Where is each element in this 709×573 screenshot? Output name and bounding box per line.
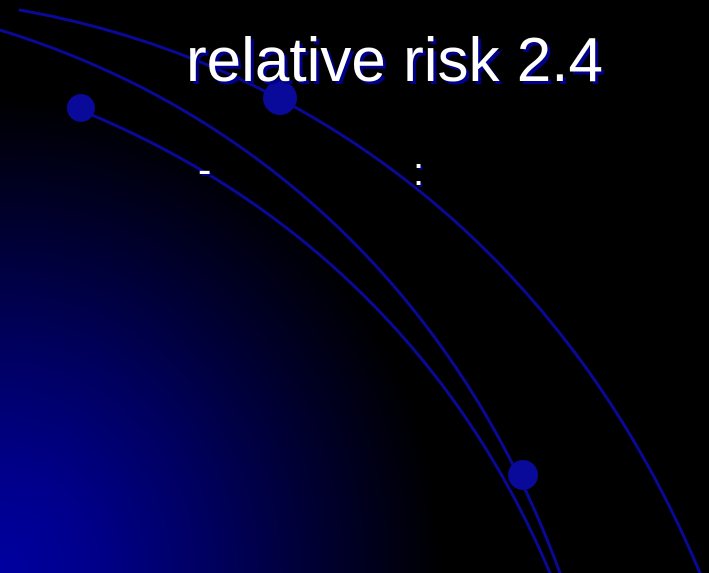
arc-middle xyxy=(0,28,562,573)
bullet-separator: : xyxy=(413,150,425,194)
arc-outer xyxy=(18,8,702,573)
arc-inner xyxy=(78,108,552,573)
node-dot-bottom xyxy=(508,460,538,490)
node-dot-left xyxy=(67,94,95,122)
bullet-marker: - xyxy=(198,148,212,192)
slide-title: relative risk 2.4 xyxy=(186,26,603,95)
node-dot-top xyxy=(263,81,297,115)
